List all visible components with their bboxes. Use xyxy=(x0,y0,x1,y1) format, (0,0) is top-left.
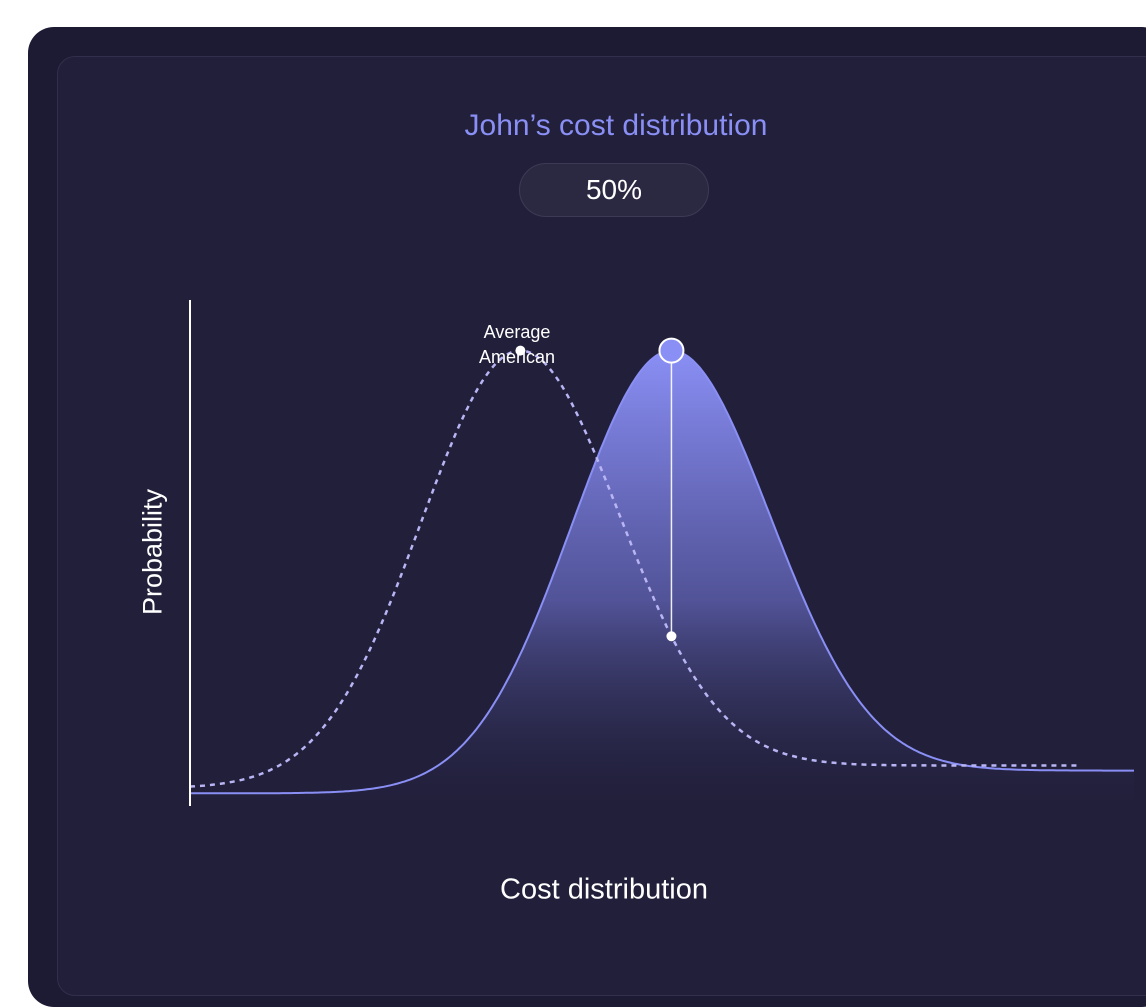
average-american-label: Average American xyxy=(479,320,555,370)
john-distribution-area xyxy=(190,350,1134,806)
y-axis-label: Probability xyxy=(137,488,168,616)
average-american-curve xyxy=(189,349,1078,788)
percent-badge: 50% xyxy=(519,163,709,217)
chart-title: John’s cost distribution xyxy=(464,109,768,142)
average-american-peak-dot xyxy=(515,345,526,356)
marker-handle[interactable] xyxy=(658,337,685,364)
marker-intersection-dot xyxy=(666,631,677,642)
distribution-chart[interactable] xyxy=(0,0,1146,972)
annotation-line-1: Average xyxy=(483,322,551,342)
percent-value: 50% xyxy=(585,174,643,205)
x-axis-label: Cost distribution xyxy=(500,873,708,906)
annotation-line-2: American xyxy=(478,347,556,367)
